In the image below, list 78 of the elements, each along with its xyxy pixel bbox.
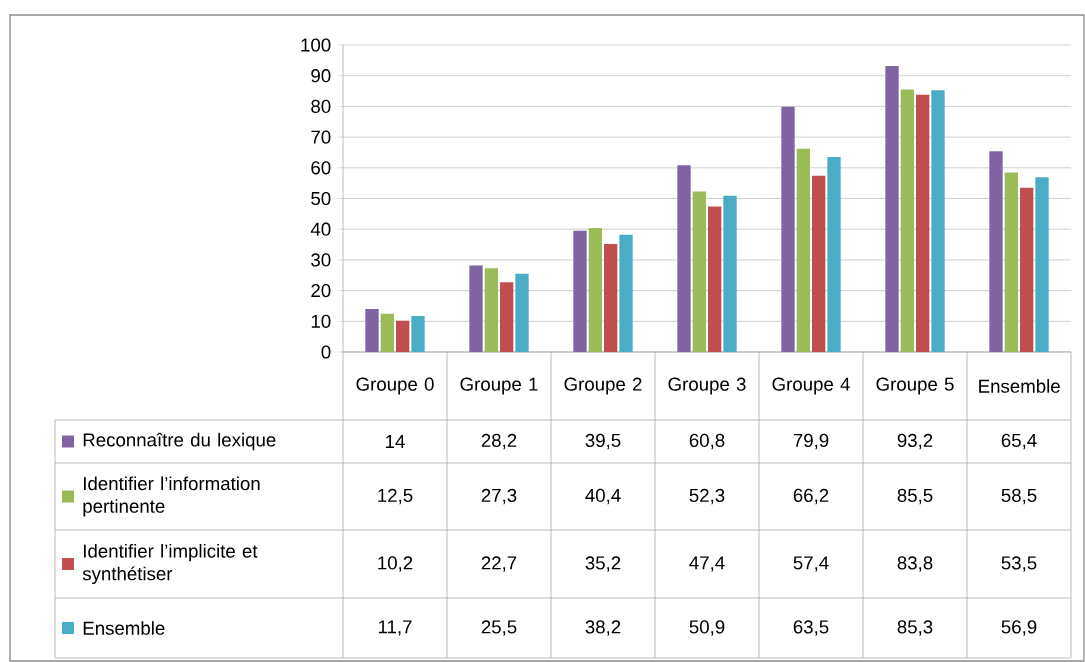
data-label: 38,2 [585,620,621,636]
data-label: 53,5 [1001,556,1037,572]
bar [365,309,379,352]
bar [1004,172,1019,352]
data-label: 25,5 [481,620,517,636]
data-label: 66,2 [793,488,829,505]
y-tick-label: 60 [311,161,331,175]
legend-label: Identifier l’information pertinente [83,476,260,517]
x-tick-label: Ensemble [979,379,1060,393]
bar [380,313,394,352]
bar [396,320,410,352]
y-tick-label: 20 [311,283,331,298]
x-tick-label: Groupe 5 [876,377,954,395]
bar [708,206,722,352]
y-tick-label: 70 [311,130,331,144]
x-tick-label: Groupe 0 [356,377,434,395]
data-label: 65,4 [1001,433,1037,450]
data-label: 52,3 [689,488,725,505]
bar [677,165,691,352]
y-tick-label: 80 [311,99,331,114]
bar [515,273,529,352]
data-label: 47,4 [689,556,725,572]
data-label: 83,8 [897,556,933,572]
bar [723,195,737,352]
data-label: 93,2 [897,433,933,450]
bar [484,268,499,352]
data-label: 39,5 [585,433,621,450]
data-label: 85,3 [897,620,933,636]
data-label: 56,9 [1001,620,1037,636]
bar [1035,177,1049,352]
bar [781,106,795,352]
bar [931,90,945,352]
bar [692,191,707,352]
data-label: 28,2 [481,433,517,450]
data-label: 14 [386,435,405,448]
bar [588,227,603,352]
x-tick-label: Groupe 3 [668,377,746,395]
y-tick-label: 90 [311,69,331,83]
bar [827,157,841,352]
data-label: 60,8 [689,433,725,450]
bar [1020,187,1034,352]
y-tick-label: 0 [321,345,331,359]
bar [573,230,587,352]
x-tick-label: Groupe 1 [460,377,538,395]
bar [604,243,618,352]
y-tick-label: 10 [311,314,331,328]
data-label: 35,2 [585,556,621,572]
bar [411,316,425,352]
y-tick-label: 50 [311,191,331,206]
data-label: 58,5 [1001,488,1037,505]
data-label: 27,3 [481,488,517,505]
legend-label: Reconnaître du lexique [83,432,276,451]
bar [469,265,483,352]
data-label: 40,4 [585,488,621,505]
y-tick-label: 30 [311,253,331,267]
data-label: 50,9 [689,620,725,636]
data-label: 79,9 [793,433,829,450]
data-label: 22,7 [481,556,517,572]
x-tick-label: Groupe 4 [772,377,850,395]
y-tick-label: 100 [301,38,331,52]
data-label: 63,5 [793,620,829,636]
data-label: 85,5 [897,488,933,505]
data-label: 10,2 [378,556,413,572]
bar [812,175,826,352]
bar [619,234,633,352]
y-tick-label: 40 [310,222,331,236]
bar [796,148,811,352]
data-label: 12,5 [378,488,413,505]
bar [989,151,1003,352]
data-label: 11,7 [378,620,412,636]
bar [916,94,930,352]
legend-label: Identifier l’implicite et synthétiser [82,543,258,585]
bar [885,65,899,352]
data-label: 57,4 [793,556,829,572]
bar [900,89,914,352]
legend-label: Ensemble [83,621,165,635]
bar [500,282,514,352]
x-tick-label: Groupe 2 [564,377,642,395]
